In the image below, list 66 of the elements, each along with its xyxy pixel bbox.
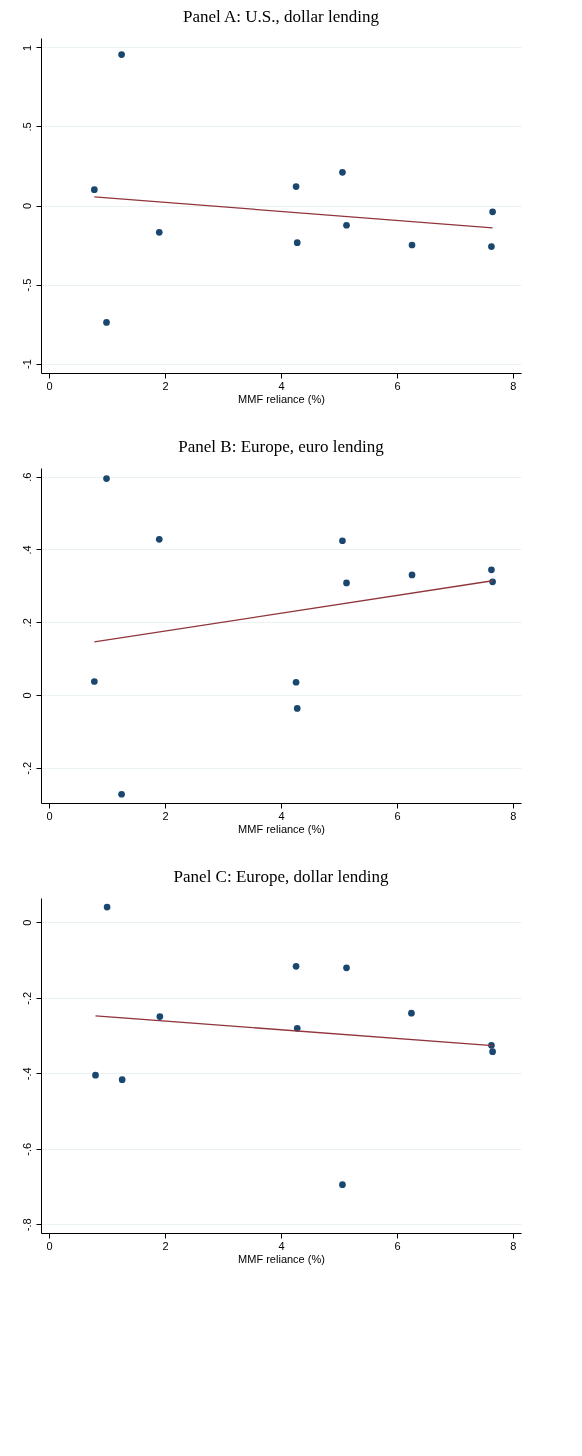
y-tick-label: .5 bbox=[20, 122, 33, 132]
point bbox=[103, 319, 110, 326]
point bbox=[103, 903, 111, 911]
point bbox=[488, 566, 495, 574]
point bbox=[118, 51, 125, 58]
point bbox=[118, 1076, 126, 1084]
x-tick-label: 4 bbox=[278, 379, 285, 392]
x-tick-label: 0 bbox=[46, 1239, 53, 1252]
y-tick-label: -.2 bbox=[20, 761, 33, 775]
x-tick-label: 0 bbox=[46, 379, 53, 392]
point bbox=[293, 239, 301, 246]
point bbox=[343, 221, 350, 229]
point bbox=[92, 1071, 99, 1079]
y-tick-label: -.5 bbox=[20, 278, 33, 292]
point bbox=[103, 475, 110, 482]
x-axis-title: MMF reliance (%) bbox=[238, 1252, 325, 1265]
x-axis-title: MMF reliance (%) bbox=[238, 822, 325, 835]
point bbox=[339, 537, 346, 545]
point bbox=[339, 168, 346, 176]
point bbox=[156, 1013, 164, 1020]
point bbox=[90, 186, 98, 194]
point bbox=[343, 964, 350, 972]
point bbox=[408, 571, 416, 579]
y-tick-label: -.8 bbox=[20, 1218, 33, 1232]
point bbox=[118, 790, 125, 798]
x-tick-label: 4 bbox=[278, 809, 285, 822]
point bbox=[339, 1181, 346, 1188]
y-tick-label: -.4 bbox=[20, 1067, 33, 1081]
y-tick-label: 0 bbox=[20, 692, 33, 699]
x-axis-title: MMF reliance (%) bbox=[238, 392, 325, 405]
x-tick-label: 0 bbox=[46, 809, 53, 822]
point bbox=[292, 183, 300, 190]
y-tick-label: -.2 bbox=[20, 991, 33, 1005]
y-tick-label: 0 bbox=[20, 919, 33, 926]
point bbox=[408, 1009, 415, 1017]
point bbox=[488, 243, 495, 250]
x-tick-label: 6 bbox=[394, 379, 401, 392]
y-tick-label: -1 bbox=[20, 359, 33, 369]
x-tick-label: 8 bbox=[510, 379, 517, 392]
y-tick-label: .6 bbox=[20, 472, 33, 482]
x-tick-label: 6 bbox=[394, 1239, 401, 1252]
point bbox=[155, 535, 163, 543]
point bbox=[489, 208, 496, 216]
y-tick-label: 0 bbox=[20, 202, 33, 210]
point bbox=[343, 579, 350, 587]
point bbox=[155, 229, 163, 236]
y-tick-label: 1 bbox=[20, 44, 33, 52]
point bbox=[292, 678, 300, 686]
point bbox=[489, 1048, 496, 1056]
x-tick-label: 8 bbox=[510, 809, 517, 822]
point bbox=[90, 678, 98, 685]
x-tick-label: 6 bbox=[394, 809, 401, 822]
x-tick-label: 2 bbox=[162, 379, 169, 392]
point bbox=[408, 241, 416, 249]
x-tick-label: 2 bbox=[162, 1239, 169, 1252]
x-tick-label: 2 bbox=[162, 809, 169, 822]
y-tick-label: -.6 bbox=[20, 1142, 33, 1156]
point bbox=[292, 963, 300, 970]
point bbox=[293, 705, 301, 712]
y-tick-label: .2 bbox=[20, 618, 33, 628]
chart-title: Panel C: Europe, dollar lending bbox=[173, 867, 389, 886]
x-tick-label: 8 bbox=[510, 1239, 517, 1252]
x-tick-label: 4 bbox=[278, 1239, 285, 1252]
y-tick-label: .4 bbox=[20, 545, 33, 555]
chart-title: Panel A: U.S., dollar lending bbox=[183, 7, 380, 26]
chart-title: Panel B: Europe, euro lending bbox=[178, 437, 385, 456]
